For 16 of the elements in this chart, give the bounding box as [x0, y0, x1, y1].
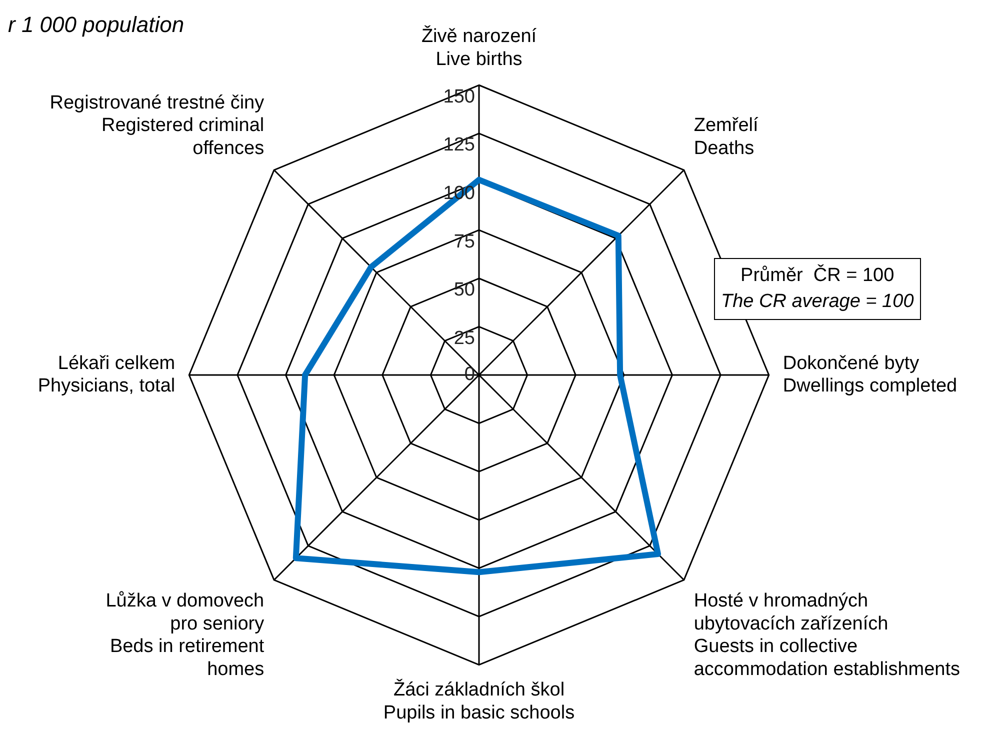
- y-tick-label: 50: [454, 280, 475, 301]
- spoke-label: Hosté v hromadných ubytovacích zařízeních Guests in collective accommodation establishments: [694, 590, 960, 680]
- y-tick-label: 125: [443, 134, 475, 156]
- spoke-label: Lékaři celkem Physicians, total: [38, 352, 176, 397]
- spoke-label: Žáci základních škol Pupils in basic schools: [383, 678, 575, 724]
- spoke-label: Registrované trestné činy Registered criminal offences: [50, 92, 265, 159]
- text: Průměr ČR = 100: [740, 263, 896, 288]
- spoke-label: Živě narození Live births: [421, 25, 538, 70]
- text: The CR average = 100: [721, 290, 914, 314]
- y-tick-label: 75: [454, 231, 475, 252]
- chart-subtitle: r 1 000 population: [8, 12, 184, 38]
- y-tick-label: 150: [443, 86, 475, 108]
- y-tick-label: 25: [454, 328, 475, 349]
- spoke-label: Lůžka v domovech pro seniory Beds in retirement homes: [106, 590, 265, 680]
- spoke-label: Zemřelí Deaths: [694, 115, 759, 159]
- spoke-label: Dokončené byty Dwellings completed: [782, 352, 958, 397]
